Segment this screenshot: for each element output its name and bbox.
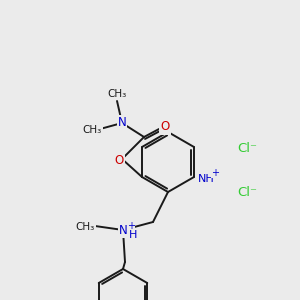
Text: N: N: [118, 116, 126, 130]
Text: +: +: [211, 168, 219, 178]
Text: CH₃: CH₃: [82, 125, 102, 135]
Text: CH₃: CH₃: [75, 222, 94, 232]
Text: N: N: [118, 224, 127, 236]
Text: +: +: [127, 221, 135, 231]
Text: H: H: [129, 230, 137, 240]
Text: NH: NH: [198, 174, 214, 184]
Text: Cl⁻: Cl⁻: [237, 142, 257, 154]
Text: CH₃: CH₃: [107, 89, 127, 99]
Text: Cl⁻: Cl⁻: [237, 187, 257, 200]
Text: O: O: [160, 121, 169, 134]
Text: O: O: [114, 154, 124, 166]
